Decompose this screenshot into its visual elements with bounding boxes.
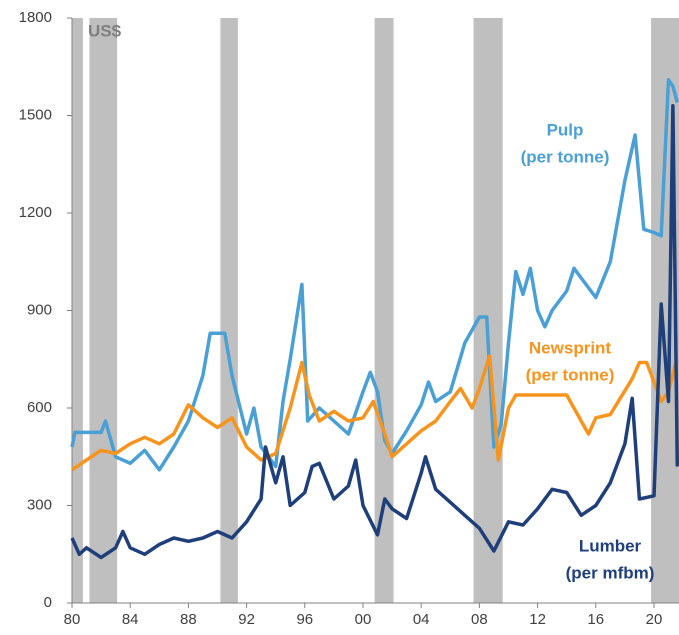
x-tick-label: 80 xyxy=(64,611,81,628)
line-series xyxy=(70,78,679,472)
x-tick-label: 12 xyxy=(529,611,546,628)
x-tick-label: 92 xyxy=(238,611,255,628)
x-tick-label: 04 xyxy=(413,611,430,628)
y-tick-label: 1800 xyxy=(19,9,52,26)
x-tick-label: 84 xyxy=(122,611,139,628)
y-tick-label: 300 xyxy=(27,496,52,513)
y-tick-label: 0 xyxy=(44,594,52,611)
recession-band xyxy=(220,18,238,603)
y-tick-label: 600 xyxy=(27,399,52,416)
series-label: Pulp xyxy=(547,120,584,139)
x-tick-label: 20 xyxy=(646,611,663,628)
recession-band xyxy=(374,18,394,603)
series-label: (per tonne) xyxy=(521,147,610,166)
x-tick-label: 08 xyxy=(471,611,488,628)
line-series xyxy=(71,354,678,472)
axis-unit: US$ xyxy=(88,21,122,40)
y-tick-label: 1500 xyxy=(19,106,52,123)
x-tick-label: 00 xyxy=(355,611,372,628)
series-label: Lumber xyxy=(579,536,642,555)
x-tick-label: 88 xyxy=(180,611,197,628)
x-tick-label: 96 xyxy=(296,611,313,628)
y-tick-label: 900 xyxy=(27,301,52,318)
recession-band xyxy=(473,18,503,603)
series-label: (per mfbm) xyxy=(566,563,655,582)
y-tick-label: 1200 xyxy=(19,204,52,221)
series-label: Newsprint xyxy=(529,338,612,357)
series-label: (per tonne) xyxy=(526,365,615,384)
recession-band xyxy=(89,18,118,603)
x-tick-label: 16 xyxy=(587,611,604,628)
recession-band xyxy=(72,18,83,603)
line-series xyxy=(70,104,679,560)
